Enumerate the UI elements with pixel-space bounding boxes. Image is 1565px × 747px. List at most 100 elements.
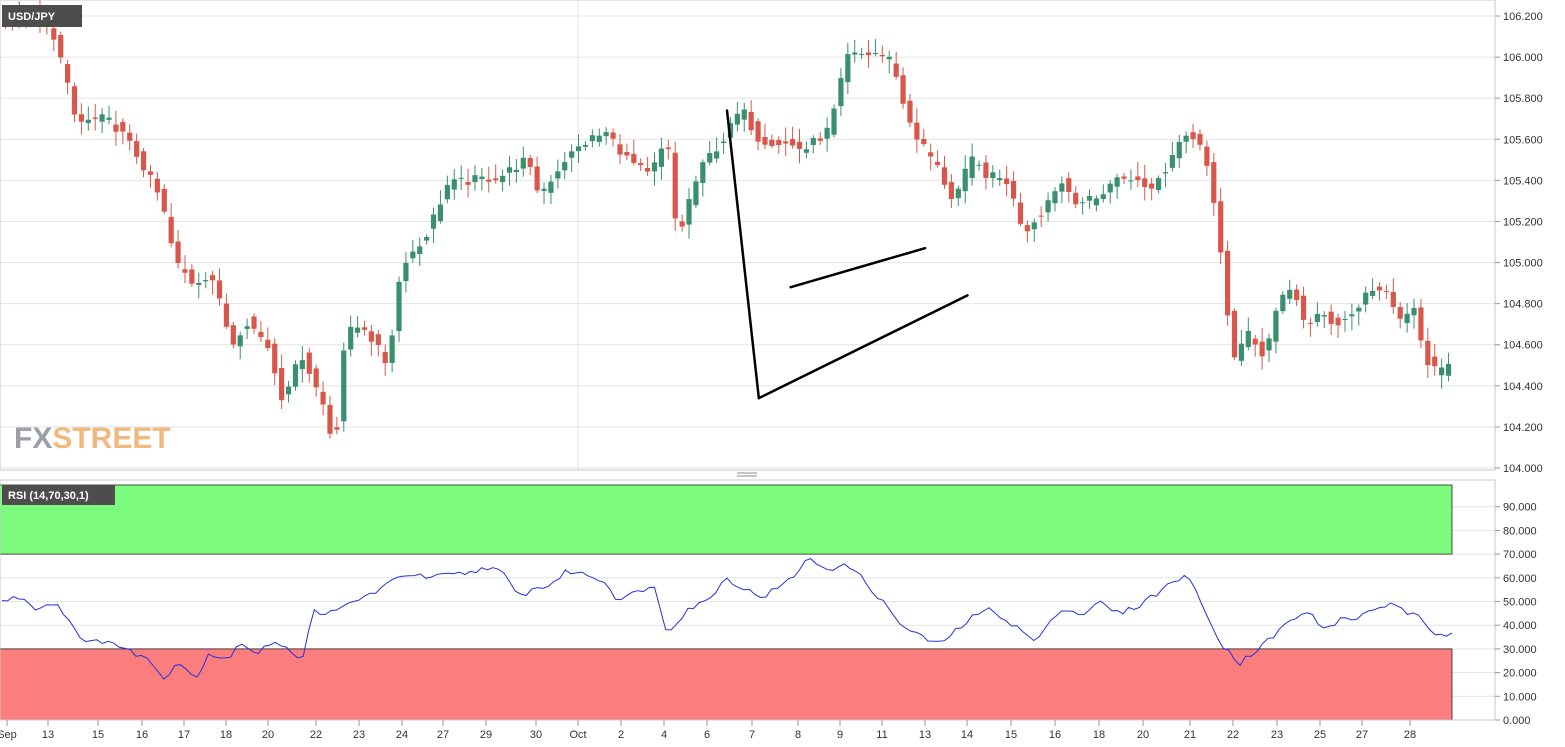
candle-down (465, 168, 471, 198)
candle-body (589, 135, 595, 142)
candle-down (375, 329, 381, 357)
candle-up (1245, 317, 1251, 351)
candle-up (1238, 329, 1245, 366)
candle-body (506, 167, 513, 173)
candle-body (1231, 310, 1238, 358)
rsi-tick-label: 10.000 (1503, 691, 1537, 703)
candle-body (596, 135, 602, 142)
candle-body (1307, 322, 1314, 324)
candle-body (962, 168, 968, 192)
candle-body (824, 127, 830, 139)
candle-body (1390, 291, 1396, 308)
time-tick-label: 23 (353, 729, 365, 741)
candle-body (997, 178, 1003, 181)
time-axis: Sep 13 15 16 17 18 20 22 23 24 27 29 30 Oct 2 4 6 7 8 9 11 13… (0, 720, 1416, 741)
candle-up (1162, 163, 1169, 188)
candle-up (299, 346, 305, 383)
candle-down (1024, 220, 1030, 243)
rsi-line (1, 558, 1453, 680)
candle-body (437, 204, 444, 222)
candle-down (665, 139, 671, 160)
candle-up (651, 152, 658, 186)
candle-body (1114, 177, 1120, 187)
time-tick-label: 29 (480, 729, 492, 741)
candle-body (1121, 176, 1127, 179)
flag-lower-line (757, 294, 969, 400)
time-tick-label: 11 (876, 729, 887, 741)
candle-body (458, 177, 464, 179)
candle-body (1128, 180, 1134, 182)
candle-body (403, 262, 409, 282)
candle-down (334, 416, 340, 435)
candle-body (203, 279, 209, 282)
time-tick-label: 18 (220, 729, 232, 741)
candle-down (1211, 152, 1217, 217)
candle-body (1245, 330, 1251, 348)
candle-body (838, 78, 844, 107)
panel-splitter[interactable] (737, 472, 757, 477)
fxstreet-watermark: FXSTREET (14, 422, 171, 455)
candle-body (1321, 315, 1327, 317)
candle-body (1183, 135, 1189, 142)
candle-body (665, 147, 671, 150)
candle-down (272, 337, 278, 386)
candle-body (859, 54, 865, 56)
candle-up (458, 165, 464, 191)
candle-body (796, 141, 803, 149)
candle-down (789, 126, 796, 149)
candle-body (1224, 250, 1231, 316)
price-panel[interactable]: FXSTREET USD/JPY (0, 0, 1496, 720)
rsi-tick-label: 30.000 (1503, 644, 1537, 656)
candle-down (934, 150, 941, 168)
candle-body (78, 114, 85, 122)
candle-down (1142, 164, 1148, 201)
candle-body (1439, 367, 1445, 376)
candle-down (71, 82, 78, 123)
candle-body (341, 350, 347, 422)
candle-down (279, 354, 285, 409)
price-tick-label: 104.800 (1503, 299, 1543, 311)
candle-up (555, 159, 561, 189)
candle-down (1190, 123, 1196, 148)
candle-down (748, 100, 754, 135)
watermark-street: STREET (52, 422, 170, 455)
candle-body (361, 327, 368, 330)
candle-down (610, 128, 616, 147)
candle-body (444, 184, 450, 200)
time-tick-label: 14 (961, 729, 973, 741)
candle-up (1183, 131, 1189, 154)
candle-up (285, 380, 292, 403)
candle-down (78, 103, 85, 135)
candle-body (1059, 183, 1065, 192)
candle-body (527, 157, 533, 167)
candle-body (672, 152, 678, 219)
candle-body (755, 121, 761, 142)
rsi-panel[interactable]: RSI (14,70,30,1) (0, 479, 1496, 721)
candle-body (472, 175, 478, 183)
time-tick-label: 9 (837, 729, 843, 741)
candle-down (638, 158, 644, 171)
rsi-tick-label: 40.000 (1503, 620, 1537, 632)
candle-body (1086, 195, 1093, 201)
candle-up (389, 329, 395, 373)
candle-body (1328, 311, 1334, 324)
candle-body (313, 368, 319, 388)
candle-up (872, 39, 879, 57)
candle-body (776, 140, 782, 146)
candle-up (1093, 195, 1100, 212)
candle-body (644, 167, 651, 172)
candle-up (444, 175, 450, 204)
candle-body (1155, 178, 1162, 191)
candle-up (499, 169, 506, 192)
overbought-zone (0, 484, 1453, 555)
candle-up (85, 106, 91, 131)
time-tick-label: 20 (262, 729, 274, 741)
candle-body (127, 132, 133, 141)
candle-up (1079, 197, 1086, 215)
candle-body (603, 132, 609, 137)
candle-up (203, 272, 209, 289)
candle-down (893, 51, 899, 80)
candle-down (907, 94, 913, 128)
candle-down (1259, 328, 1265, 370)
candle-up (720, 132, 727, 155)
